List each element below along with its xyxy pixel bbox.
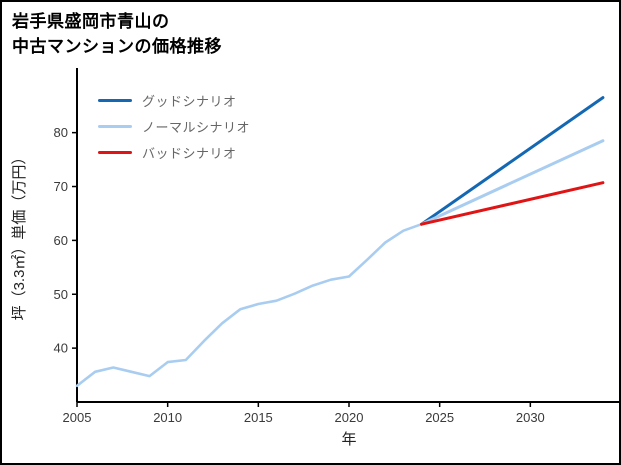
legend-label: ノーマルシナリオ bbox=[142, 119, 251, 135]
legend-label: グッドシナリオ bbox=[142, 93, 237, 109]
chart-title-line2: 中古マンションの価格推移 bbox=[12, 36, 222, 56]
series-line-ノーマルシナリオ bbox=[420, 139, 605, 226]
series-line-実績 bbox=[75, 222, 423, 388]
y-tick-label: 60 bbox=[54, 233, 68, 248]
y-tick-label: 80 bbox=[54, 125, 68, 140]
y-axis-label: 坪（3.3㎡）単価（万円） bbox=[11, 150, 28, 321]
y-tick-label: 40 bbox=[54, 341, 68, 356]
legend-item-good-scenario: グッドシナリオ bbox=[98, 92, 250, 109]
y-tick-label: 50 bbox=[54, 287, 68, 302]
x-tick-label: 2030 bbox=[516, 410, 545, 425]
chart-title: 岩手県盛岡市青山の 中古マンションの価格推移 bbox=[12, 10, 222, 59]
x-tick-label: 2025 bbox=[425, 410, 454, 425]
y-tick-label: 70 bbox=[54, 179, 68, 194]
series-line-バッドシナリオ bbox=[420, 181, 605, 226]
x-tick-label: 2010 bbox=[153, 410, 182, 425]
x-tick-label: 2005 bbox=[63, 410, 92, 425]
good-scenario-line-swatch bbox=[98, 98, 132, 102]
legend-item-normal-scenario: ノーマルシナリオ bbox=[98, 118, 251, 135]
chart-legend: グッドシナリオ ノーマルシナリオ バッドシナリオ bbox=[98, 92, 251, 161]
x-tick-label: 2015 bbox=[244, 410, 273, 425]
bad-scenario-line-swatch bbox=[98, 150, 132, 154]
legend-item-bad-scenario: バッドシナリオ bbox=[98, 144, 250, 161]
normal-scenario-line-swatch bbox=[98, 124, 132, 128]
x-tick-label: 2020 bbox=[335, 410, 364, 425]
series-line-グッドシナリオ bbox=[420, 96, 605, 226]
chart-title-line1: 岩手県盛岡市青山の bbox=[12, 12, 170, 31]
legend-label: バッドシナリオ bbox=[142, 145, 237, 161]
x-axis-label: 年 bbox=[341, 431, 356, 448]
